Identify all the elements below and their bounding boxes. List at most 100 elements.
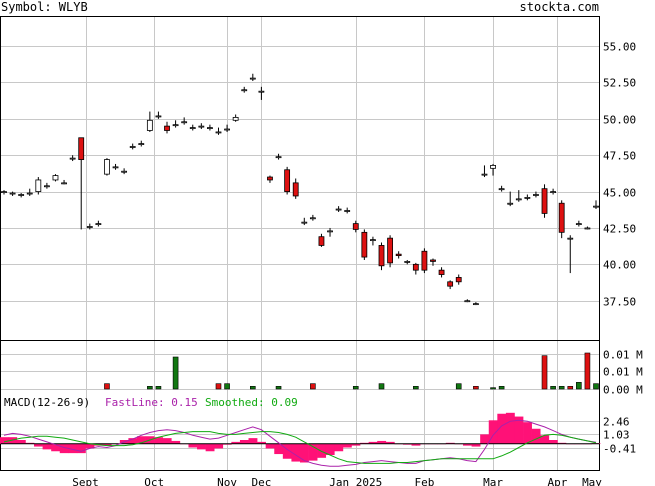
macd-histogram-bar <box>523 422 532 444</box>
macd-histogram-bar <box>188 443 198 448</box>
volume-bar <box>155 386 162 390</box>
volume-tick-label: 0.01 M <box>603 366 643 379</box>
volume-panel <box>0 340 600 390</box>
macd-histogram-bar <box>85 443 95 449</box>
macd-histogram-bar <box>342 443 352 448</box>
macd-histogram-bar <box>325 443 335 455</box>
macd-histogram-bar <box>76 443 86 454</box>
candle-body <box>352 223 359 230</box>
candle-body <box>52 175 59 181</box>
macd-series <box>0 412 601 467</box>
candle-body <box>138 143 145 145</box>
volume-bar <box>104 383 110 390</box>
macd-smoothed-label: Smoothed: 0.09 <box>205 396 298 409</box>
macd-histogram-bar <box>471 443 481 447</box>
volume-bar <box>147 386 153 390</box>
volume-bar <box>576 382 582 390</box>
volume-bar <box>172 356 179 390</box>
candle-body <box>292 182 299 197</box>
x-tick-label: Mar <box>483 476 503 486</box>
macd-title: MACD(12-26-9) <box>4 396 90 409</box>
candle-body <box>344 210 351 212</box>
candle-body <box>18 194 25 196</box>
x-tick-label: Sept <box>72 476 99 486</box>
volume-bar <box>490 387 496 390</box>
candle-body <box>404 261 411 263</box>
candle-body <box>95 223 102 226</box>
price-tick-label: 50.00 <box>603 114 636 127</box>
candle-body <box>378 245 385 267</box>
candle-body <box>575 223 582 226</box>
macd-histogram-bar <box>377 440 387 444</box>
candle-body <box>249 77 256 80</box>
x-tick-label: Dec <box>251 476 271 486</box>
candle-body <box>301 221 308 224</box>
macd-histogram-bar <box>497 413 507 444</box>
x-tick-label: Oct <box>144 476 164 486</box>
candle-body <box>224 128 230 131</box>
candle-body <box>327 230 333 233</box>
price-tick-label: 40.00 <box>603 259 636 272</box>
macd-histogram-bar <box>334 443 344 452</box>
macd-histogram-bar <box>214 443 224 449</box>
candle-body <box>558 202 565 233</box>
candle-body <box>26 192 33 195</box>
candle-body <box>455 277 462 283</box>
candle-body <box>335 208 342 211</box>
candle-body <box>541 188 548 214</box>
macd-fast-label: FastLine: 0.15 <box>105 396 198 409</box>
macd-histogram-bar <box>531 428 541 444</box>
price-tick-label: 55.00 <box>603 41 636 54</box>
candle-body <box>464 300 471 303</box>
volume-bar <box>558 386 565 390</box>
price-tick-label: 37.50 <box>603 296 636 309</box>
price-panel <box>0 16 600 341</box>
macd-histogram-bar <box>128 438 138 444</box>
candle-body <box>86 226 93 228</box>
candle-body <box>309 217 316 220</box>
candle-body <box>395 253 402 257</box>
candle-body <box>567 237 574 240</box>
macd-histogram-bar <box>205 443 215 452</box>
macd-histogram-bar <box>488 420 498 444</box>
candle-body <box>584 227 591 230</box>
candle-body <box>472 303 479 306</box>
candle-body <box>1 191 7 193</box>
macd-histogram-bar <box>16 440 26 444</box>
macd-histogram-bar <box>154 437 164 444</box>
candle-body <box>550 191 557 193</box>
price-tick-label: 47.50 <box>603 150 636 163</box>
candle-body <box>104 159 110 175</box>
candle-body <box>318 236 325 246</box>
macd-histogram-bar <box>51 443 61 452</box>
candle-body <box>121 170 128 173</box>
candle-body <box>232 116 239 121</box>
candle-body <box>361 231 368 258</box>
volume-bar <box>498 386 505 390</box>
macd-histogram-bar <box>231 441 241 444</box>
price-tick-label: 52.50 <box>603 77 636 90</box>
candle-body <box>490 165 496 169</box>
macd-histogram-bar <box>248 438 258 444</box>
candle-body <box>412 263 419 271</box>
macd-histogram-bar <box>505 412 515 444</box>
volume-bar <box>413 386 419 390</box>
macd-tick-label: -0.41 <box>603 443 636 456</box>
macd-histogram-bar <box>239 440 249 444</box>
macd-histogram-bar <box>300 443 309 463</box>
macd-histogram-bar <box>265 443 275 449</box>
candle-body <box>438 269 445 275</box>
symbol-label: Symbol: WLYB <box>1 0 88 14</box>
macd-histogram-bar <box>171 440 181 444</box>
candle-body <box>430 259 436 262</box>
volume-bar <box>310 383 316 390</box>
candle-body <box>198 125 205 128</box>
x-tick-label: Jan 2025 <box>329 476 382 486</box>
macd-histogram-bar <box>291 443 301 462</box>
macd-histogram-bar <box>0 437 9 444</box>
volume-bar <box>224 383 230 390</box>
macd-histogram-bar <box>34 443 43 447</box>
macd-histogram-bar <box>102 443 112 446</box>
macd-histogram-bar <box>68 443 78 454</box>
